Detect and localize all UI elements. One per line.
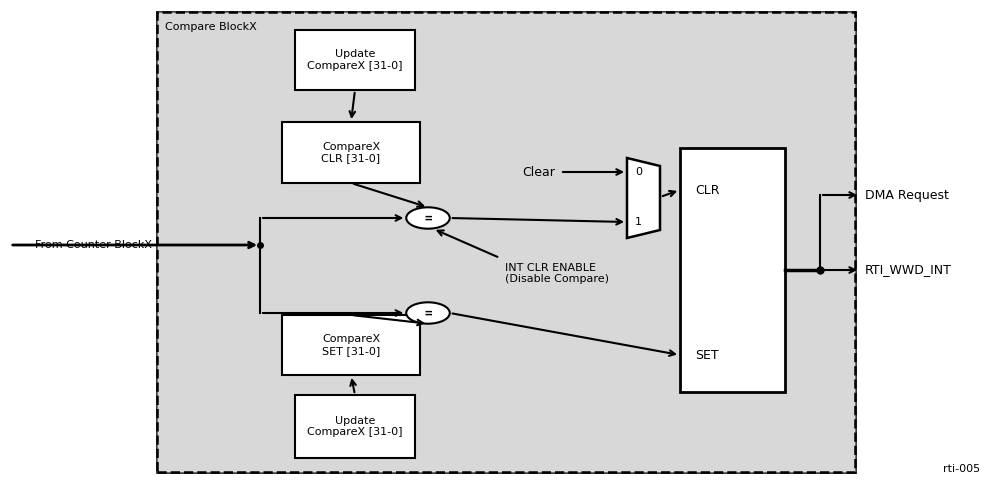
Circle shape bbox=[406, 208, 450, 229]
Text: =: = bbox=[424, 211, 432, 225]
Text: Update
CompareX [31-0]: Update CompareX [31-0] bbox=[308, 49, 403, 71]
Text: Compare BlockX: Compare BlockX bbox=[165, 22, 257, 32]
Text: Update
CompareX [31-0]: Update CompareX [31-0] bbox=[308, 416, 403, 437]
Bar bbox=[157, 12, 855, 472]
Text: SET: SET bbox=[695, 348, 718, 362]
Bar bbox=[282, 315, 420, 375]
Text: =: = bbox=[424, 307, 432, 319]
Text: CLR: CLR bbox=[695, 184, 719, 196]
Text: DMA Request: DMA Request bbox=[865, 189, 948, 202]
Bar bbox=[282, 122, 420, 183]
Text: From Counter BlockX: From Counter BlockX bbox=[35, 240, 152, 250]
Text: Clear: Clear bbox=[522, 166, 555, 178]
Bar bbox=[680, 148, 785, 392]
Text: INT CLR ENABLE
(Disable Compare): INT CLR ENABLE (Disable Compare) bbox=[505, 263, 609, 284]
Text: 0: 0 bbox=[635, 167, 642, 177]
Polygon shape bbox=[627, 158, 660, 238]
Text: CompareX
SET [31-0]: CompareX SET [31-0] bbox=[321, 334, 380, 356]
Text: 1: 1 bbox=[635, 217, 642, 227]
Bar bbox=[295, 395, 415, 458]
Text: RTI_WWD_INT: RTI_WWD_INT bbox=[865, 263, 951, 277]
Text: rti-005: rti-005 bbox=[943, 464, 980, 474]
Bar bbox=[295, 30, 415, 90]
Text: CompareX
CLR [31-0]: CompareX CLR [31-0] bbox=[321, 142, 381, 163]
Bar bbox=[157, 12, 855, 472]
Circle shape bbox=[406, 302, 450, 324]
